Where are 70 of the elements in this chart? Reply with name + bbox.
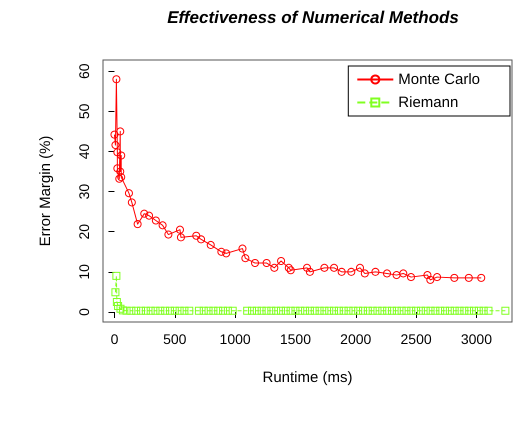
point <box>392 271 401 280</box>
point <box>134 220 142 228</box>
point <box>270 264 278 272</box>
point <box>262 259 271 268</box>
point <box>330 264 338 272</box>
point <box>423 271 432 280</box>
point <box>477 274 486 282</box>
point <box>338 268 346 276</box>
y-tick-label: 60 <box>76 63 92 80</box>
point <box>152 216 160 224</box>
point <box>217 248 226 256</box>
point <box>433 273 442 282</box>
point <box>197 235 206 244</box>
point <box>192 232 200 240</box>
point <box>383 269 392 278</box>
point <box>113 148 122 156</box>
point <box>206 240 215 249</box>
y-tick-label: 20 <box>76 224 92 240</box>
point <box>426 276 434 284</box>
y-axis-title: Error Margin (%) <box>37 136 54 246</box>
y-tick-label: 0 <box>76 308 92 316</box>
point <box>347 268 356 276</box>
point <box>111 141 120 150</box>
x-tick-label: 0 <box>110 331 119 347</box>
point <box>176 226 184 234</box>
point <box>407 273 416 282</box>
point <box>360 269 369 278</box>
x-tick-label: 500 <box>163 331 187 347</box>
x-tick-label: 1500 <box>280 331 312 347</box>
point <box>356 264 364 272</box>
point <box>158 221 167 230</box>
point <box>464 274 473 282</box>
point <box>164 230 172 239</box>
point <box>306 268 314 276</box>
point <box>110 130 118 139</box>
point <box>112 75 120 84</box>
x-tick-label: 2500 <box>400 331 432 347</box>
point <box>115 174 124 183</box>
y-tick-label: 40 <box>76 143 92 160</box>
chart-title: Effectiveness of Numerical Methods <box>167 8 459 27</box>
point <box>128 198 136 206</box>
point <box>320 264 328 272</box>
legend-label: Monte Carlo <box>398 71 480 88</box>
point <box>284 264 293 272</box>
point <box>222 249 230 258</box>
point <box>241 254 250 262</box>
point <box>303 264 312 272</box>
point <box>116 127 124 136</box>
y-tick-label: 30 <box>76 184 92 200</box>
point <box>176 233 185 242</box>
x-tick-label: 1000 <box>220 331 251 347</box>
y-tick-label: 50 <box>76 103 92 120</box>
point <box>450 274 458 282</box>
point <box>277 257 286 266</box>
point <box>116 168 124 176</box>
point <box>399 269 408 278</box>
point <box>371 268 380 276</box>
point <box>117 173 126 182</box>
point <box>117 151 126 160</box>
y-tick-label: 10 <box>76 264 92 280</box>
point <box>251 259 260 268</box>
point <box>286 266 295 274</box>
x-axis-title: Runtime (ms) <box>262 369 353 386</box>
x-tick-label: 2000 <box>340 331 372 347</box>
point <box>140 210 148 218</box>
point <box>238 244 246 253</box>
x-tick-label: 3000 <box>460 331 492 347</box>
point <box>124 189 133 198</box>
point <box>145 212 154 220</box>
legend-label: Riemann <box>398 94 458 111</box>
